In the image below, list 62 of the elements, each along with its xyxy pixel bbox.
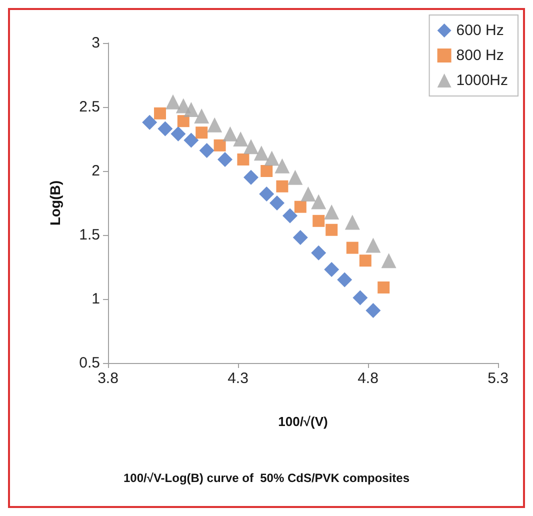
point: [218, 152, 232, 167]
legend-label: 600 Hz: [456, 22, 504, 39]
point: [381, 253, 396, 268]
point: [264, 150, 280, 166]
point: [337, 272, 352, 288]
point: [359, 254, 372, 267]
point: [222, 126, 238, 142]
point: [276, 180, 288, 192]
point: [288, 170, 303, 185]
point: [259, 186, 274, 202]
point: [244, 139, 258, 154]
point: [237, 153, 250, 166]
point: [312, 214, 325, 227]
point: [324, 204, 340, 220]
point: [366, 303, 381, 318]
point: [311, 194, 326, 210]
y-tick-label: 1.5: [79, 226, 100, 244]
y-tick-label: 0.5: [79, 354, 100, 372]
point: [366, 238, 381, 253]
point: [233, 132, 248, 146]
point: [142, 114, 158, 130]
point: [254, 146, 269, 161]
point: [300, 186, 316, 202]
x-axis-title: 100/√(V): [278, 414, 328, 429]
legend-label: 1000Hz: [456, 72, 508, 89]
point: [214, 139, 226, 152]
point: [352, 290, 368, 306]
legend-label: 800 Hz: [456, 47, 504, 64]
point: [260, 165, 273, 177]
point: [324, 262, 340, 278]
y-tick-label: 1: [92, 290, 100, 308]
point: [184, 132, 199, 148]
point: [207, 117, 222, 132]
point: [270, 196, 284, 210]
point: [344, 214, 360, 230]
point: [184, 102, 199, 118]
x-tick-label: 4.8: [358, 370, 378, 387]
point: [199, 143, 214, 158]
point: [177, 115, 190, 128]
point: [158, 121, 173, 136]
point: [154, 107, 166, 120]
x-tick-label: 5.3: [488, 370, 508, 387]
y-tick-label: 3: [92, 34, 100, 52]
point: [274, 158, 290, 174]
point: [196, 126, 208, 139]
x-tick-label: 4.3: [228, 370, 248, 387]
point: [166, 94, 180, 110]
point: [292, 230, 308, 246]
text: 100/√V-Log(B) curve of 50% CdS/PVK composites: [124, 471, 410, 485]
point: [170, 126, 186, 142]
x-tick-label: 3.8: [98, 370, 118, 387]
point: [194, 108, 210, 124]
point: [244, 170, 258, 185]
y-axis-title: Log(B): [47, 180, 63, 226]
point: [378, 281, 390, 294]
point: [326, 224, 338, 236]
point: [311, 245, 326, 260]
point: [282, 208, 298, 224]
point: [346, 242, 358, 254]
point: [294, 200, 306, 213]
y-tick-label: 2: [92, 162, 100, 180]
y-tick-label: 2.5: [79, 98, 100, 116]
